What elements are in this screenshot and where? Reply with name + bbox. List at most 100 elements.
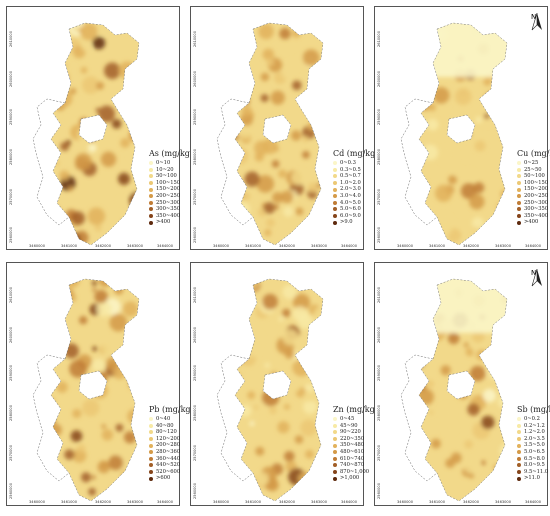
legend-swatch — [333, 450, 337, 455]
hotspot — [318, 329, 323, 339]
hotspot — [235, 371, 242, 382]
hotspot — [51, 211, 64, 224]
legend-entry: 6.5~8.0 — [517, 456, 550, 463]
hotspot — [302, 49, 320, 66]
map-panel-zn: 2610000 2600000 2590000 2580000 2570000 25600… — [190, 262, 378, 506]
legend-title: Cd (mg/kg) — [333, 149, 379, 158]
y-tick-label: 2580000 — [377, 148, 381, 165]
legend-label: 90~220 — [340, 429, 361, 436]
hotspot — [94, 224, 102, 232]
hotspot — [481, 460, 486, 466]
hotspot — [51, 396, 56, 404]
legend-swatch — [517, 430, 521, 435]
legend-entry: 9.5~11.0 — [517, 469, 550, 476]
hotspot — [51, 423, 63, 437]
hotspot — [315, 85, 323, 96]
legend-label: 120~200 — [156, 435, 181, 442]
hotspot — [117, 172, 131, 185]
hotspot — [82, 399, 100, 417]
hotspot — [305, 449, 314, 459]
hotspot — [131, 373, 139, 383]
x-tick-label: 3460000 — [28, 244, 46, 248]
legend-swatch — [517, 476, 521, 481]
hotspot — [70, 430, 83, 442]
legend-label: 3.5~5.0 — [524, 442, 545, 449]
y-tick-label: 2570000 — [9, 444, 13, 461]
legend-label: 870~1,000 — [340, 468, 370, 475]
hotspot — [79, 316, 88, 325]
hotspot — [291, 170, 307, 186]
legend-swatch — [149, 167, 153, 172]
legend-label: 250~300 — [156, 199, 181, 206]
hotspot — [419, 87, 429, 104]
hotspot — [487, 347, 494, 354]
legend-label: 0~10 — [156, 160, 171, 166]
legend-label: 220~350 — [340, 435, 365, 442]
legend-label: 280~360 — [156, 448, 181, 455]
legend-entry: 0~45 — [333, 416, 378, 423]
hotspot — [426, 118, 439, 131]
legend-swatch — [149, 456, 153, 461]
hotspot — [56, 242, 61, 245]
hotspot — [264, 229, 272, 237]
y-tick-label: 2600000 — [377, 70, 381, 87]
hotspot — [420, 340, 435, 355]
hotspot — [474, 232, 482, 240]
legend-label: >600 — [156, 475, 171, 482]
x-tick-label: 3462000 — [94, 244, 112, 248]
legend-entry: 0~40 — [149, 416, 194, 423]
legend-entry: 100~150 — [517, 180, 550, 187]
legend-entry: 200~250 — [517, 193, 550, 200]
legend-title: Zn (mg/kg) — [333, 405, 378, 414]
hotspot — [74, 153, 92, 171]
hotspot — [495, 200, 507, 214]
hotspot — [298, 472, 312, 486]
hotspot — [56, 381, 68, 393]
hotspot — [122, 301, 139, 317]
legend-swatch — [517, 220, 521, 225]
legend-swatch — [333, 220, 337, 225]
hotspot — [101, 429, 114, 441]
x-tick-label: 3461000 — [428, 500, 446, 504]
hotspot — [435, 184, 453, 202]
legend-entry: 8.0~9.5 — [517, 462, 550, 469]
legend-label: 5.0~6.0 — [340, 206, 361, 213]
hotspot — [270, 90, 285, 105]
y-tick-label: 2580000 — [9, 404, 13, 421]
hotspot — [295, 207, 304, 216]
hotspot — [262, 48, 275, 61]
hotspot — [72, 408, 82, 419]
hotspot — [111, 119, 122, 129]
y-tick-label: 2610000 — [193, 30, 197, 47]
legend-entry: 2.0~3.5 — [517, 436, 550, 443]
concentration-map — [400, 22, 508, 246]
hotspot — [241, 106, 253, 117]
legend-entry: 50~100 — [517, 173, 550, 180]
hotspot — [51, 206, 61, 220]
hotspot — [135, 147, 139, 153]
legend-entry: 50~100 — [149, 173, 193, 180]
hotspot — [235, 228, 249, 244]
legend-swatch — [517, 443, 521, 448]
hotspot — [128, 378, 139, 390]
hotspot — [242, 98, 250, 105]
hotspot — [473, 182, 485, 194]
legend-label: 4.0~5.0 — [340, 199, 361, 206]
hotspot — [419, 46, 421, 54]
hotspot — [430, 438, 441, 449]
legend-swatch — [333, 214, 337, 219]
hotspot — [484, 113, 490, 119]
hotspot — [419, 388, 434, 406]
legend-swatch — [149, 194, 153, 199]
hotspot — [282, 329, 299, 346]
region-outline — [234, 278, 324, 502]
hotspot — [278, 316, 284, 322]
hotspot — [501, 96, 507, 106]
hotspot — [426, 380, 434, 388]
hotspot — [115, 423, 124, 432]
hotspot — [284, 349, 295, 359]
y-tick-label: 2590000 — [9, 364, 13, 381]
hotspot — [453, 167, 463, 177]
y-tick-label: 2610000 — [9, 286, 13, 303]
legend-swatch — [333, 167, 337, 172]
